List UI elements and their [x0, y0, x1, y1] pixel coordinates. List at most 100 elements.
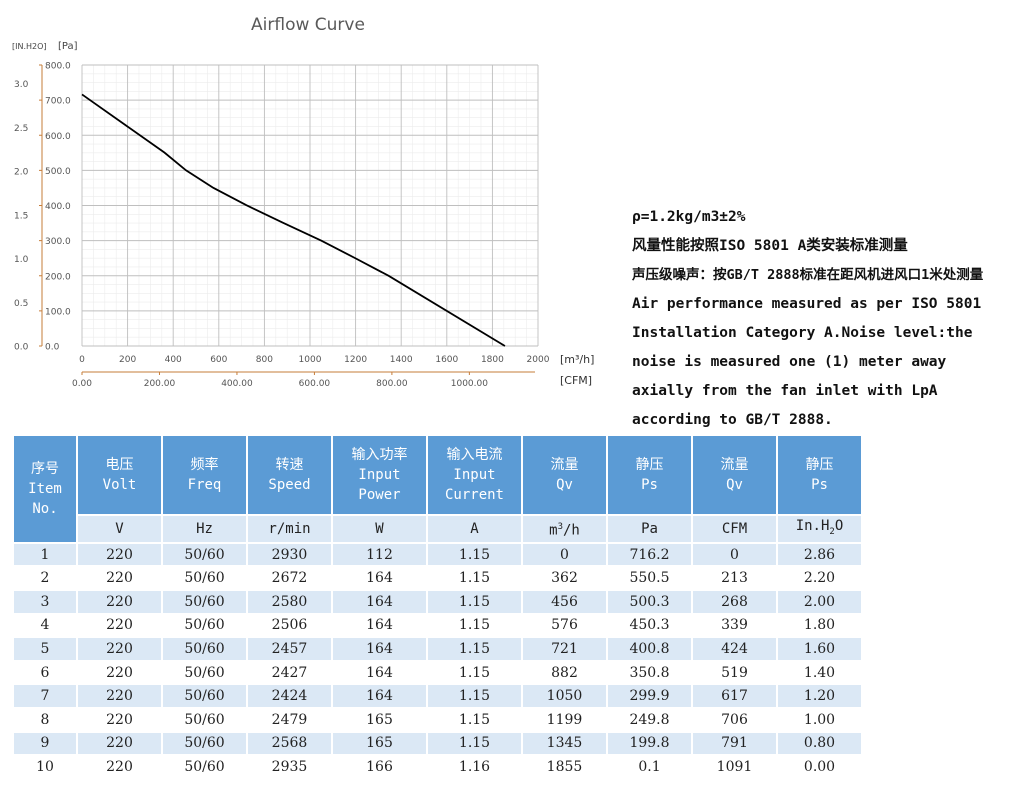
table-unit-cell: V [78, 516, 161, 542]
table-row: 5 220 50/60 2457 164 1.15 721 400.8 424 1.60 [14, 638, 861, 660]
table-row: 6 220 50/60 2427 164 1.15 882 350.8 519 1.40 [14, 661, 861, 684]
table-cell: 164 [333, 614, 426, 637]
table-cell: 1.15 [428, 567, 521, 589]
x-secondary-tick-label: 0.00 [72, 379, 92, 389]
table-cell: 165 [333, 708, 426, 731]
chart-axes [39, 64, 535, 375]
table-cell: 1.15 [428, 614, 521, 637]
table-cell: 2935 [248, 756, 331, 778]
table-header-cell: 频率 Freq [163, 436, 246, 514]
x-primary-tick-label: 2000 [527, 355, 550, 365]
table-header-cell: 序号 Item No. [14, 436, 76, 542]
inh2o-tick-label: 0.5 [14, 299, 28, 309]
table-cell: 50/60 [163, 590, 246, 613]
airflow-curve-line [81, 93, 506, 347]
x-primary-tick-label: 1000 [299, 355, 322, 365]
table-cell: 1 [14, 543, 76, 566]
table-header-cell: 转速 Speed [248, 436, 331, 514]
inh2o-tick-label: 1.0 [14, 255, 29, 265]
table-body: 1 220 50/60 2930 112 1.15 0 716.2 0 2.86 2 220 50/60… [14, 543, 861, 778]
table-cell: 1199 [523, 708, 606, 731]
table-cell: 50/60 [163, 661, 246, 684]
x-primary-tick-label: 1600 [435, 355, 458, 365]
table-cell: 9 [14, 732, 76, 755]
table-cell: 220 [78, 732, 161, 755]
table-cell: 1.80 [778, 614, 861, 637]
table-row: 2 220 50/60 2672 164 1.15 362 550.5 213 2.20 [14, 567, 861, 589]
table-cell: 0 [523, 543, 606, 566]
x-secondary-axis-label: [CFM] [560, 374, 592, 387]
table-cell: 50/60 [163, 708, 246, 731]
table-unit-cell: Pa [608, 516, 691, 542]
x-secondary-tick-label: 800.00 [376, 379, 408, 389]
table-cell: 1.40 [778, 661, 861, 684]
table-cell: 1.15 [428, 543, 521, 566]
x-secondary-tick-label: 200.00 [144, 379, 176, 389]
table-unit-cell: A [428, 516, 521, 542]
table-cell: 1.15 [428, 638, 521, 660]
table-cell: 1855 [523, 756, 606, 778]
table-cell: 2672 [248, 567, 331, 589]
table-cell: 164 [333, 661, 426, 684]
table-cell: 1.00 [778, 708, 861, 731]
x-primary-tick-label: 1200 [344, 355, 367, 365]
iso-standard-note-cn: 风量性能按照ISO 5801 A类安装标准测量 [632, 238, 908, 254]
pa-tick-label: 300.0 [45, 237, 71, 247]
table-unit-cell: m3/h [523, 516, 606, 542]
table-cell: 350.8 [608, 661, 691, 684]
performance-table: 序号 Item No. 电压 Volt 频率 Freq 转速 Speed 输入功率 In… [12, 434, 863, 780]
table-cell: 1.15 [428, 685, 521, 707]
inh2o-tick-label: 1.5 [14, 211, 28, 221]
table-cell: 220 [78, 543, 161, 566]
table-cell: 50/60 [163, 732, 246, 755]
table-cell: 1050 [523, 685, 606, 707]
table-cell: 268 [693, 590, 776, 613]
table-cell: 2.20 [778, 567, 861, 589]
table-cell: 4 [14, 614, 76, 637]
table-cell: 2479 [248, 708, 331, 731]
x-primary-tick-label: 1400 [390, 355, 413, 365]
table-unit-cell: r/min [248, 516, 331, 542]
table-header-cell: 电压 Volt [78, 436, 161, 514]
pa-tick-label: 700.0 [45, 97, 71, 107]
table-cell: 2.00 [778, 590, 861, 613]
table-cell: 2427 [248, 661, 331, 684]
table-row: 10 220 50/60 2935 166 1.16 1855 0.1 1091 0.00 [14, 756, 861, 778]
table-cell: 213 [693, 567, 776, 589]
table-cell: 721 [523, 638, 606, 660]
table-cell: 2457 [248, 638, 331, 660]
table-cell: 220 [78, 590, 161, 613]
table-cell: 576 [523, 614, 606, 637]
table-cell: 550.5 [608, 567, 691, 589]
table-cell: 2930 [248, 543, 331, 566]
inh2o-tick-label: 3.0 [14, 80, 29, 90]
table-cell: 2 [14, 567, 76, 589]
table-cell: 199.8 [608, 732, 691, 755]
chart-title: Airflow Curve [251, 15, 365, 35]
table-header-cell: 输入功率 Input Power [333, 436, 426, 514]
table-cell: 50/60 [163, 543, 246, 566]
table-header-cell: 输入电流 Input Current [428, 436, 521, 514]
table-cell: 164 [333, 567, 426, 589]
table-header-cell: 静压 Ps [778, 436, 861, 514]
density-note: ρ=1.2kg/m3±2% [632, 209, 746, 225]
x-secondary-tick-label: 600.00 [299, 379, 331, 389]
table-cell: 1091 [693, 756, 776, 778]
x-secondary-tick-label: 400.00 [221, 379, 253, 389]
table-row: 9 220 50/60 2568 165 1.15 1345 199.8 791 0.80 [14, 732, 861, 755]
table-row: 8 220 50/60 2479 165 1.15 1199 249.8 706 1.00 [14, 708, 861, 731]
table-cell: 1.15 [428, 661, 521, 684]
table-cell: 220 [78, 614, 161, 637]
table-cell: 339 [693, 614, 776, 637]
table-cell: 0 [693, 543, 776, 566]
table-cell: 166 [333, 756, 426, 778]
table-cell: 165 [333, 732, 426, 755]
x-primary-tick-label: 400 [165, 355, 182, 365]
table-cell: 299.9 [608, 685, 691, 707]
table-cell: 0.00 [778, 756, 861, 778]
test-conditions-notes: ρ=1.2kg/m3±2% 风量性能按照ISO 5801 A类安装标准测量 声压… [632, 203, 1004, 435]
table-cell: 6 [14, 661, 76, 684]
x-primary-tick-label: 0 [79, 355, 85, 365]
table-row: 3 220 50/60 2580 164 1.15 456 500.3 268 2.00 [14, 590, 861, 613]
table-cell: 50/60 [163, 638, 246, 660]
